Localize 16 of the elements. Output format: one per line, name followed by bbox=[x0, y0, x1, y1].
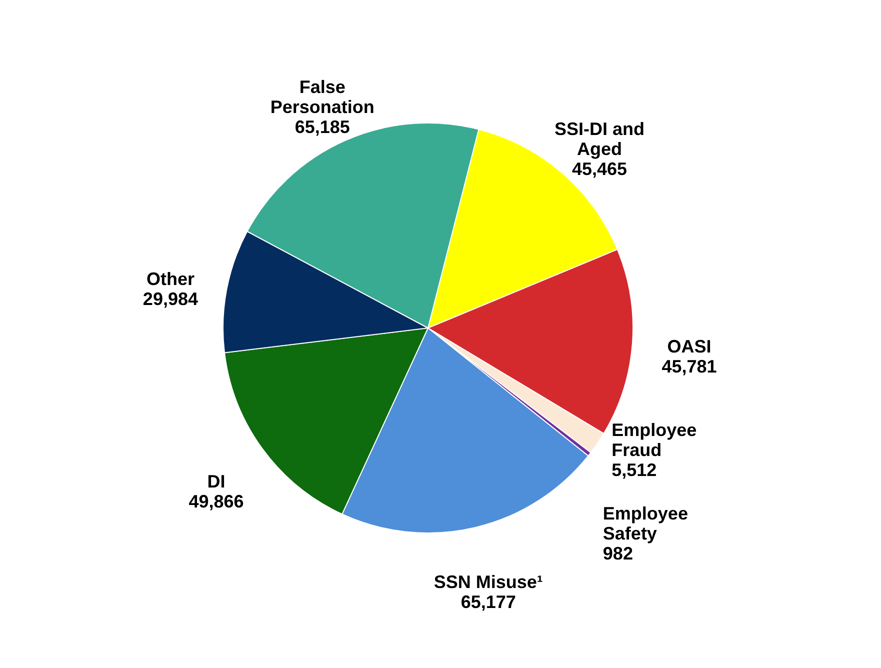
slice-label: Employee Fraud bbox=[612, 420, 697, 460]
slice-label: DI bbox=[207, 471, 226, 492]
slice-label: SSN Misuse¹ bbox=[434, 572, 543, 592]
data-label: 65,177 bbox=[460, 592, 516, 612]
data-label: 5,512 bbox=[612, 460, 657, 480]
slice-label: SSI-DI and Aged bbox=[554, 118, 645, 159]
slice-label: False Personation bbox=[270, 77, 374, 118]
slice-label: Employee Safety bbox=[602, 504, 688, 544]
slice-label: Other bbox=[146, 268, 194, 289]
data-label: 982 bbox=[602, 544, 633, 564]
data-label: 29,984 bbox=[142, 288, 198, 309]
slice-label: OASI bbox=[667, 336, 712, 356]
data-label: 45,465 bbox=[572, 158, 628, 179]
data-label: 65,185 bbox=[294, 117, 350, 138]
data-label: 45,781 bbox=[662, 356, 717, 376]
data-label: 49,866 bbox=[188, 491, 244, 512]
